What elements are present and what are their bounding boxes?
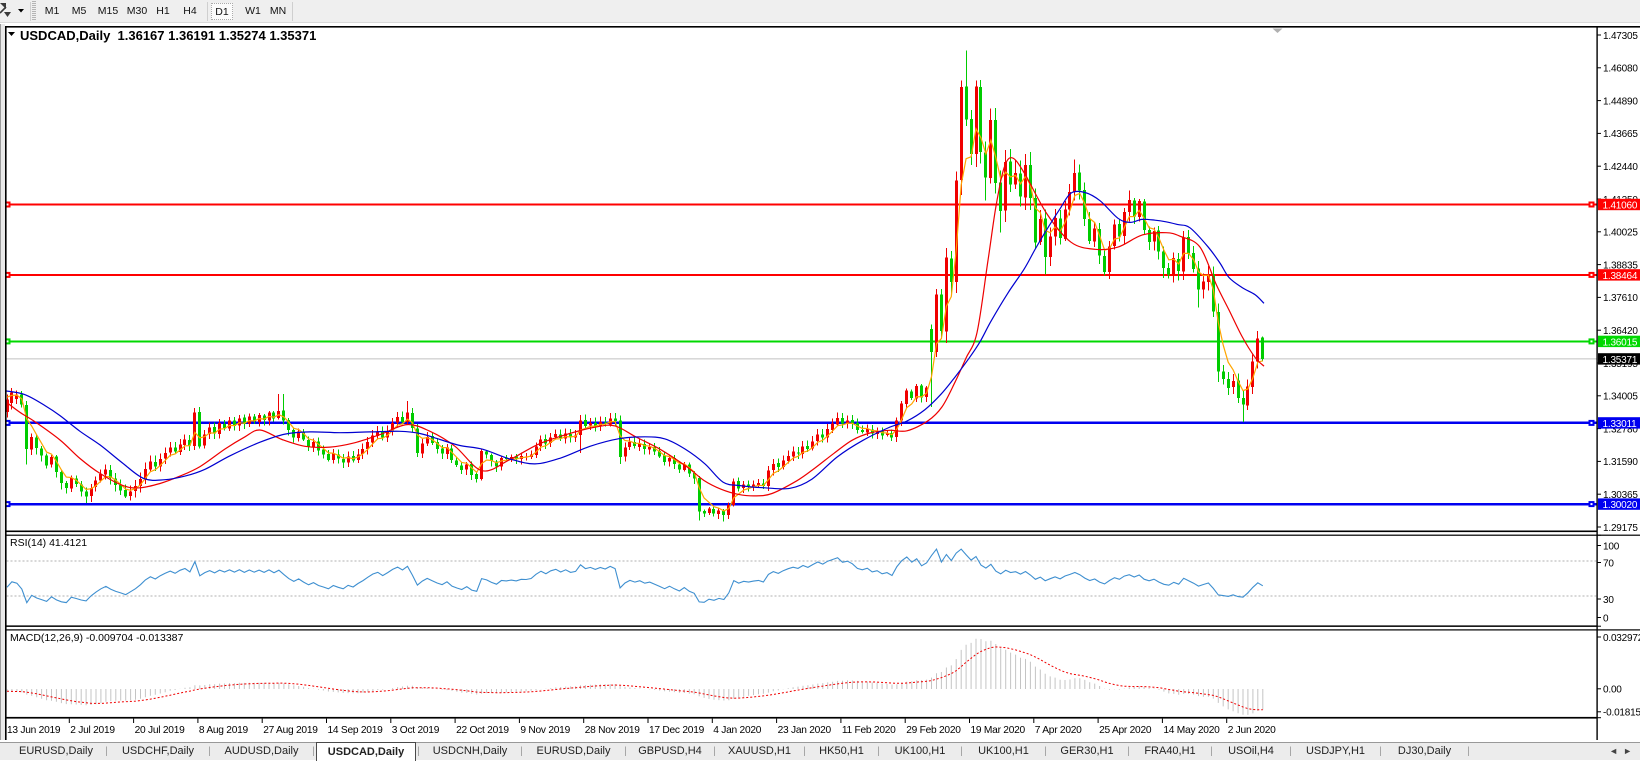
svg-text:1.36015: 1.36015 <box>1603 337 1638 348</box>
svg-text:1.32780: 1.32780 <box>1603 424 1638 435</box>
svg-text:1.36420: 1.36420 <box>1603 326 1638 337</box>
svg-text:9 Nov 2019: 9 Nov 2019 <box>520 725 570 736</box>
svg-text:0: 0 <box>1603 613 1609 624</box>
svg-text:14 Sep 2019: 14 Sep 2019 <box>328 725 384 736</box>
svg-text:25 Apr 2020: 25 Apr 2020 <box>1099 725 1152 736</box>
svg-text:27 Aug 2019: 27 Aug 2019 <box>263 725 318 736</box>
svg-text:1.33011: 1.33011 <box>1603 419 1638 430</box>
svg-text:1.44890: 1.44890 <box>1603 96 1638 107</box>
svg-text:1.38464: 1.38464 <box>1603 271 1638 282</box>
svg-text:1.34005: 1.34005 <box>1603 392 1638 403</box>
svg-text:1.29175: 1.29175 <box>1603 523 1638 534</box>
svg-text:23 Jan 2020: 23 Jan 2020 <box>778 725 832 736</box>
svg-text:1.37610: 1.37610 <box>1603 293 1638 304</box>
svg-text:22 Oct 2019: 22 Oct 2019 <box>456 725 509 736</box>
svg-text:30: 30 <box>1603 595 1614 606</box>
svg-text:13 Jun 2019: 13 Jun 2019 <box>7 725 61 736</box>
svg-text:1.30020: 1.30020 <box>1603 500 1638 511</box>
svg-text:19 Mar 2020: 19 Mar 2020 <box>971 725 1026 736</box>
svg-text:1.41060: 1.41060 <box>1603 200 1638 211</box>
svg-text:1.42440: 1.42440 <box>1603 162 1638 173</box>
svg-text:8 Aug 2019: 8 Aug 2019 <box>199 725 249 736</box>
svg-text:0.00: 0.00 <box>1603 685 1622 696</box>
svg-text:MACD(12,26,9) -0.009704 -0.013: MACD(12,26,9) -0.009704 -0.013387 <box>10 632 184 644</box>
svg-text:USDCAD,Daily 1.36167 1.36191: USDCAD,Daily 1.36167 1.36191 1.35274 1.3… <box>20 28 316 43</box>
svg-text:100: 100 <box>1603 541 1620 552</box>
svg-text:1.43665: 1.43665 <box>1603 129 1638 140</box>
svg-text:0.032972: 0.032972 <box>1603 633 1640 644</box>
svg-text:1.35371: 1.35371 <box>1603 355 1638 366</box>
svg-text:29 Feb 2020: 29 Feb 2020 <box>906 725 961 736</box>
svg-text:1.47305: 1.47305 <box>1603 31 1638 42</box>
svg-text:20 Jul 2019: 20 Jul 2019 <box>135 725 186 736</box>
svg-text:7 Apr 2020: 7 Apr 2020 <box>1035 725 1082 736</box>
svg-text:4 Jan 2020: 4 Jan 2020 <box>713 725 761 736</box>
svg-text:-0.018154: -0.018154 <box>1603 708 1640 719</box>
svg-text:14 May 2020: 14 May 2020 <box>1163 725 1220 736</box>
svg-text:2 Jun 2020: 2 Jun 2020 <box>1228 725 1276 736</box>
svg-text:70: 70 <box>1603 558 1614 569</box>
svg-text:1.30365: 1.30365 <box>1603 490 1638 501</box>
svg-text:1.31590: 1.31590 <box>1603 457 1638 468</box>
svg-text:3 Oct 2019: 3 Oct 2019 <box>392 725 440 736</box>
svg-text:1.46080: 1.46080 <box>1603 64 1638 75</box>
svg-text:RSI(14) 41.4121: RSI(14) 41.4121 <box>10 537 87 549</box>
svg-text:1.38835: 1.38835 <box>1603 260 1638 271</box>
svg-text:28 Nov 2019: 28 Nov 2019 <box>585 725 641 736</box>
svg-text:1.40025: 1.40025 <box>1603 228 1638 239</box>
svg-text:2 Jul 2019: 2 Jul 2019 <box>70 725 115 736</box>
svg-text:17 Dec 2019: 17 Dec 2019 <box>649 725 705 736</box>
svg-text:11 Feb 2020: 11 Feb 2020 <box>842 725 896 736</box>
